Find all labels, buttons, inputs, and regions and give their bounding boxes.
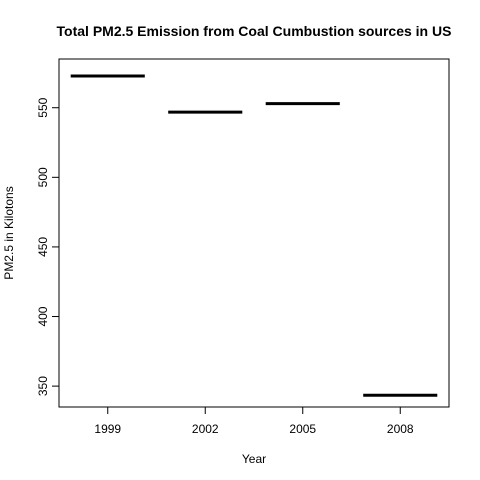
x-axis-label: Year — [242, 452, 266, 466]
x-tick-label: 2002 — [192, 422, 219, 436]
x-tick-label: 2005 — [289, 422, 316, 436]
y-tick-label: 450 — [36, 237, 50, 257]
y-axis-label: PM2.5 in Kilotons — [2, 186, 16, 279]
x-tick-label: 2008 — [387, 422, 414, 436]
y-tick-label: 400 — [36, 306, 50, 326]
x-axis: 1999 2002 2005 2008 — [94, 407, 414, 436]
chart-title: Total PM2.5 Emission from Coal Cumbustio… — [57, 23, 452, 39]
data-marks — [70, 74, 438, 397]
y-tick-label: 500 — [36, 167, 50, 187]
y-tick-label: 350 — [36, 376, 50, 396]
x-tick-label: 1999 — [94, 422, 121, 436]
plot-frame — [58, 58, 450, 408]
y-axis: 350 400 450 500 550 — [36, 97, 59, 396]
y-tick-label: 550 — [36, 97, 50, 117]
